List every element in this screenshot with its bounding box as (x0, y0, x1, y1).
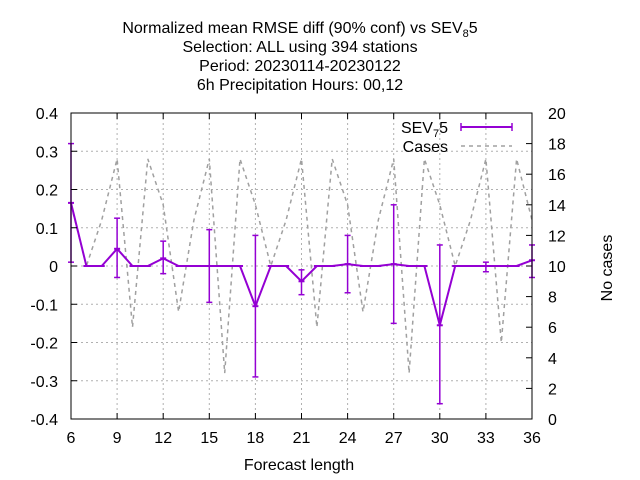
title-line-4: 6h Precipitation Hours: 00,12 (197, 77, 403, 94)
title-line-1: Normalized mean RMSE diff (90% conf) vs … (122, 20, 477, 40)
y-tick-label: -0.1 (30, 297, 58, 314)
x-tick-label: 30 (431, 430, 449, 447)
title-line-2: Selection: ALL using 394 stations (182, 39, 417, 56)
legend: SEV75 Cases (401, 120, 513, 156)
x-tick-label: 6 (67, 430, 76, 447)
y2-tick-label: 16 (548, 167, 566, 184)
title-line-3: Period: 20230114-20230122 (199, 58, 401, 75)
y2-tick-label: 10 (548, 259, 566, 276)
y-tick-label: 0.4 (36, 106, 58, 123)
y2-tick-label: 18 (548, 137, 566, 154)
legend-label-cases: Cases (403, 139, 448, 156)
legend-sample-rmse (460, 123, 513, 131)
title-subscript: 8 (463, 28, 469, 40)
y2-tick-label: 2 (548, 381, 557, 398)
y-tick-label: 0.1 (36, 221, 58, 238)
axes: 6 9 12 15 18 21 24 27 30 33 36-0.4-0.3-0.2-0.100.1… (30, 106, 565, 447)
x-tick-label: 21 (293, 430, 311, 447)
y2-tick-label: 8 (548, 290, 557, 307)
y-tick-label: -0.2 (30, 336, 58, 353)
y2-axis-label: No cases (599, 235, 616, 302)
x-tick-label: 27 (385, 430, 403, 447)
y2-tick-label: 20 (548, 106, 566, 123)
x-tick-label: 33 (477, 430, 495, 447)
x-tick-label: 9 (113, 430, 122, 447)
x-tick-label: 36 (523, 430, 541, 447)
x-tick-label: 18 (247, 430, 265, 447)
rmse-series-layer (68, 142, 535, 405)
y2-tick-label: 14 (548, 198, 566, 215)
y2-tick-label: 12 (548, 228, 566, 245)
x-tick-label: 15 (200, 430, 218, 447)
y-tick-label: 0 (49, 259, 58, 276)
legend-label-rmse: SEV75 (401, 120, 448, 140)
y2-tick-label: 0 (548, 412, 557, 429)
y2-tick-label: 6 (548, 320, 557, 337)
cases-line-layer (70, 158, 533, 374)
x-tick-label: 24 (339, 430, 357, 447)
y-tick-label: -0.4 (30, 412, 58, 429)
x-axis-label: Forecast length (244, 457, 354, 474)
y2-tick-label: 4 (548, 351, 557, 368)
x-tick-label: 12 (154, 430, 172, 447)
cases-line (70, 158, 533, 374)
chart-title: Normalized mean RMSE diff (90% conf) vs … (122, 20, 477, 94)
y-tick-label: 0.2 (36, 183, 58, 200)
y-tick-label: -0.3 (30, 374, 58, 391)
y-tick-label: 0.3 (36, 144, 58, 161)
